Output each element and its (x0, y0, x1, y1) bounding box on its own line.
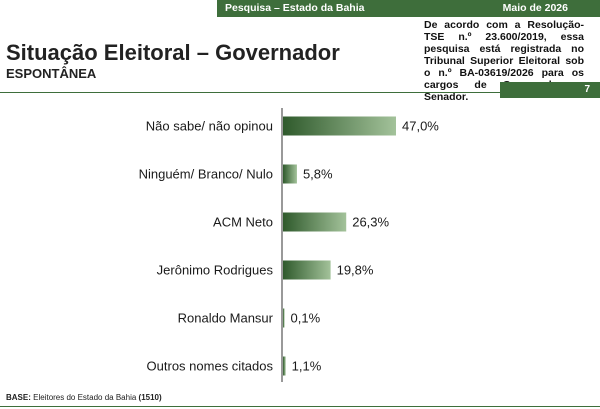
footer-base-label: BASE: (6, 393, 31, 402)
bar (283, 164, 297, 184)
value-label: 26,3% (352, 215, 389, 230)
footer-base-count: (1510) (138, 393, 162, 402)
category-label: Não sabe/ não opinou (146, 119, 273, 134)
footer-base: BASE: Eleitores do Estado da Bahia (1510… (6, 393, 162, 402)
category-label: Ninguém/ Branco/ Nulo (139, 167, 273, 182)
value-label: 5,8% (303, 167, 333, 182)
bar (283, 260, 331, 280)
value-label: 0,1% (291, 311, 321, 326)
page-subtitle: ESPONTÂNEA (6, 66, 97, 81)
header-bar: Pesquisa – Estado da Bahia Maio de 2026 (217, 0, 600, 17)
value-label: 19,8% (337, 263, 374, 278)
header-divider (0, 92, 600, 93)
category-label: Ronaldo Mansur (178, 311, 274, 326)
footer-divider (0, 406, 600, 407)
footer-base-text: Eleitores do Estado da Bahia (33, 393, 137, 402)
bar (283, 356, 286, 376)
category-label: Outros nomes citados (147, 359, 274, 374)
page-number-box: 7 (500, 82, 600, 98)
page-number: 7 (584, 84, 590, 95)
value-label: 47,0% (402, 119, 439, 134)
header-survey-label: Pesquisa – Estado da Bahia (225, 2, 365, 14)
header-date: Maio de 2026 (502, 2, 568, 14)
category-label: Jerônimo Rodrigues (157, 263, 274, 278)
value-label: 1,1% (292, 359, 322, 374)
category-label: ACM Neto (213, 215, 273, 230)
bar (283, 308, 285, 328)
bar (283, 212, 347, 232)
page-title: Situação Eleitoral – Governador (6, 40, 340, 65)
bar (283, 116, 396, 136)
bar-chart: Não sabe/ não opinou 47,0% Ninguém/ Branco… (139, 108, 439, 382)
